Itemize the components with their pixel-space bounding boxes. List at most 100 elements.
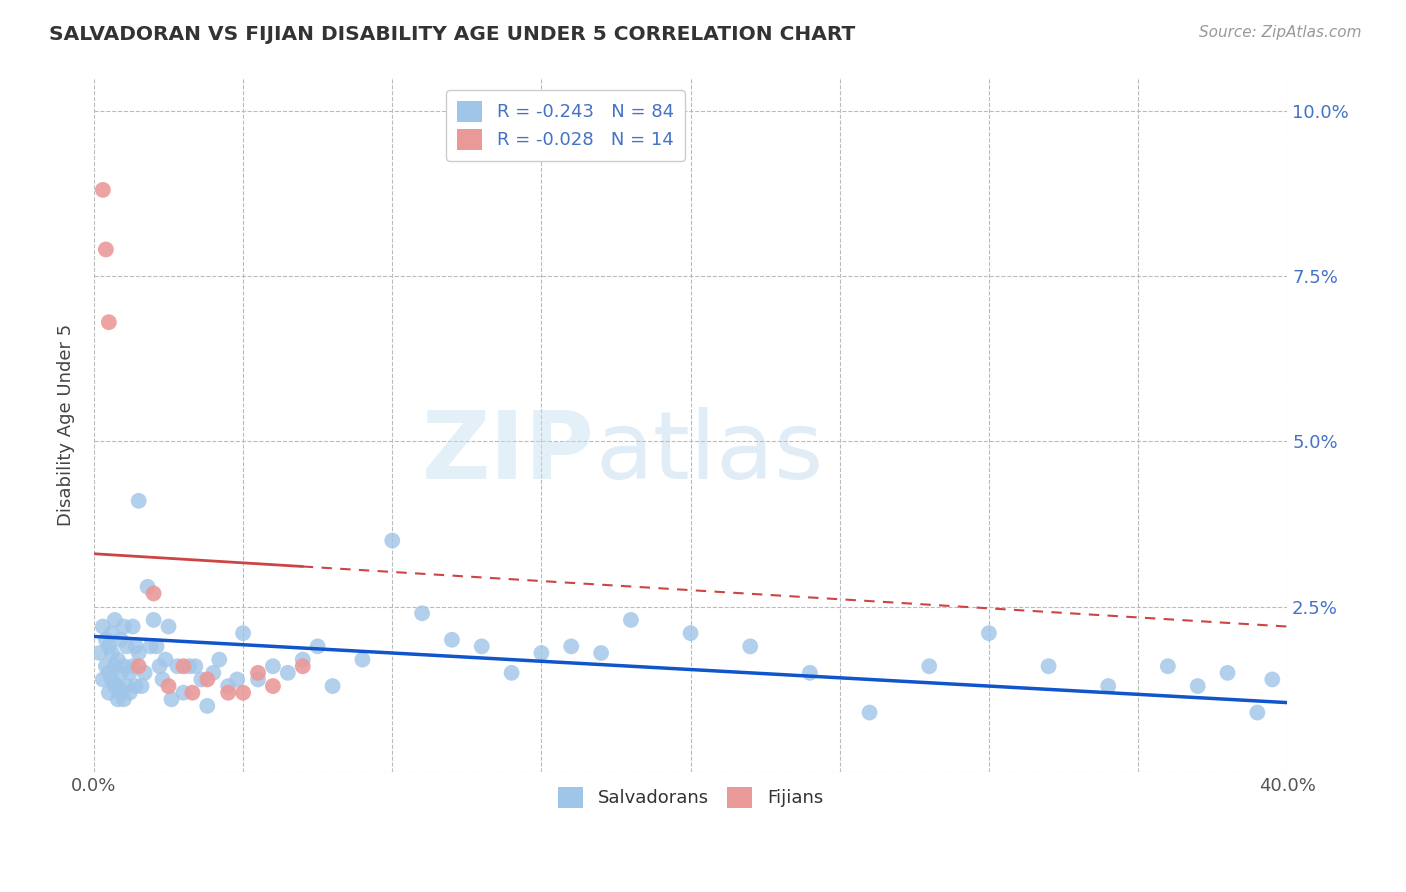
Point — [679, 626, 702, 640]
Point — [139, 640, 162, 654]
Point — [115, 640, 138, 654]
Text: Source: ZipAtlas.com: Source: ZipAtlas.com — [1198, 25, 1361, 40]
Point — [94, 632, 117, 647]
Point — [134, 665, 156, 680]
Point — [1187, 679, 1209, 693]
Point — [121, 659, 143, 673]
Point — [740, 640, 762, 654]
Point — [101, 646, 124, 660]
Point — [112, 659, 135, 673]
Point — [977, 626, 1000, 640]
Point — [195, 673, 218, 687]
Point — [142, 586, 165, 600]
Point — [1038, 659, 1060, 673]
Point — [918, 659, 941, 673]
Point — [107, 679, 129, 693]
Point — [94, 243, 117, 257]
Point — [118, 686, 141, 700]
Point — [381, 533, 404, 548]
Point — [112, 619, 135, 633]
Point — [1097, 679, 1119, 693]
Point — [202, 665, 225, 680]
Point — [89, 646, 111, 660]
Point — [97, 640, 120, 654]
Text: SALVADORAN VS FIJIAN DISABILITY AGE UNDER 5 CORRELATION CHART: SALVADORAN VS FIJIAN DISABILITY AGE UNDE… — [49, 25, 855, 44]
Point — [104, 613, 127, 627]
Legend: Salvadorans, Fijians: Salvadorans, Fijians — [551, 780, 830, 815]
Point — [620, 613, 643, 627]
Point — [118, 665, 141, 680]
Point — [277, 665, 299, 680]
Point — [440, 632, 463, 647]
Point — [148, 659, 170, 673]
Point — [110, 686, 132, 700]
Point — [101, 626, 124, 640]
Point — [1157, 659, 1180, 673]
Point — [208, 652, 231, 666]
Point — [291, 659, 314, 673]
Point — [530, 646, 553, 660]
Point — [291, 652, 314, 666]
Point — [142, 613, 165, 627]
Point — [160, 692, 183, 706]
Point — [157, 679, 180, 693]
Point — [322, 679, 344, 693]
Point — [166, 659, 188, 673]
Point — [190, 673, 212, 687]
Point — [858, 706, 880, 720]
Point — [104, 659, 127, 673]
Point — [110, 665, 132, 680]
Point — [172, 659, 194, 673]
Point — [591, 646, 613, 660]
Point — [232, 626, 254, 640]
Point — [97, 315, 120, 329]
Text: atlas: atlas — [595, 407, 824, 499]
Point — [128, 646, 150, 660]
Point — [91, 673, 114, 687]
Point — [307, 640, 329, 654]
Point — [115, 679, 138, 693]
Point — [184, 659, 207, 673]
Point — [107, 652, 129, 666]
Point — [179, 659, 201, 673]
Point — [128, 493, 150, 508]
Point — [352, 652, 374, 666]
Point — [501, 665, 523, 680]
Point — [94, 659, 117, 673]
Point — [131, 679, 153, 693]
Point — [125, 640, 148, 654]
Point — [411, 607, 433, 621]
Point — [91, 183, 114, 197]
Point — [145, 640, 167, 654]
Point — [172, 686, 194, 700]
Point — [195, 698, 218, 713]
Point — [247, 665, 270, 680]
Point — [262, 659, 284, 673]
Point — [125, 679, 148, 693]
Point — [152, 673, 174, 687]
Point — [121, 619, 143, 633]
Point — [112, 692, 135, 706]
Point — [799, 665, 821, 680]
Point — [1246, 706, 1268, 720]
Point — [1261, 673, 1284, 687]
Point — [471, 640, 494, 654]
Point — [1216, 665, 1239, 680]
Point — [128, 659, 150, 673]
Point — [217, 686, 239, 700]
Point — [157, 619, 180, 633]
Point — [101, 673, 124, 687]
Point — [232, 686, 254, 700]
Text: ZIP: ZIP — [422, 407, 595, 499]
Point — [262, 679, 284, 693]
Point — [560, 640, 582, 654]
Point — [136, 580, 159, 594]
Point — [97, 686, 120, 700]
Point — [91, 619, 114, 633]
Point — [226, 673, 249, 687]
Point — [110, 632, 132, 647]
Point — [155, 652, 177, 666]
Point — [107, 692, 129, 706]
Point — [181, 686, 204, 700]
Point — [104, 679, 127, 693]
